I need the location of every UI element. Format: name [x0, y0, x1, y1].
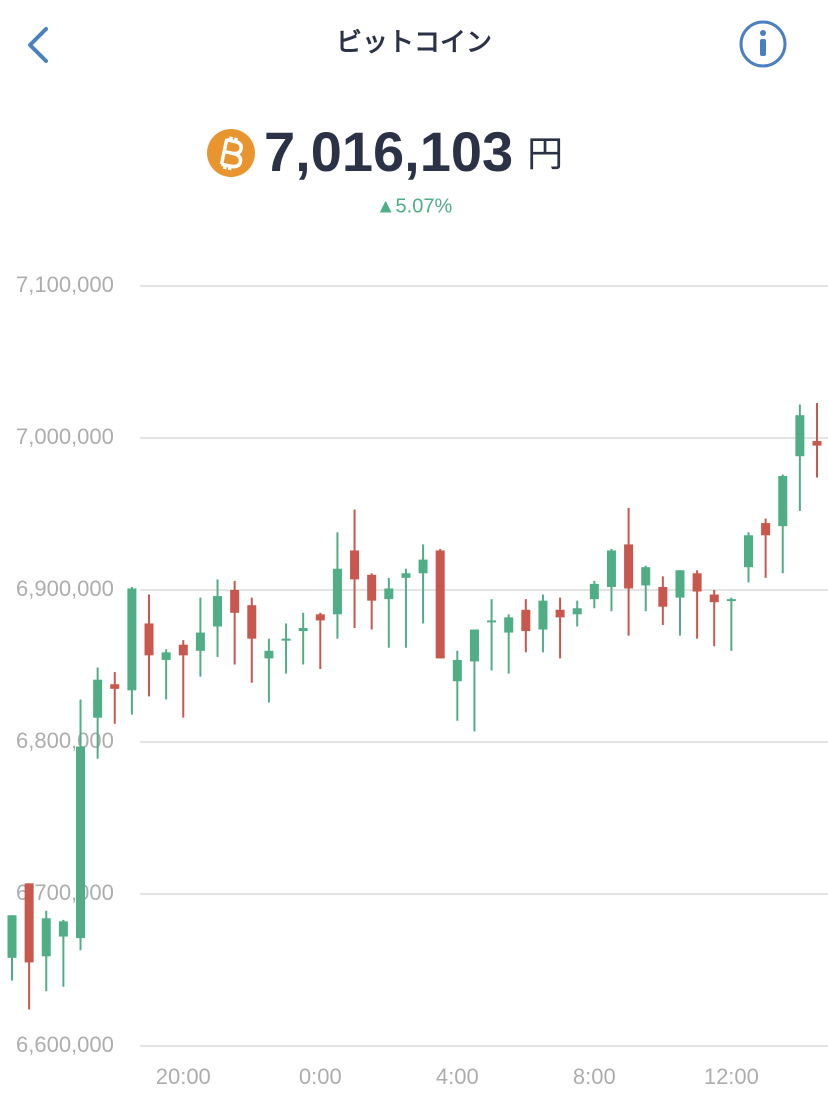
candle-body [726, 599, 736, 602]
candle-body [812, 441, 822, 446]
candle-body [521, 609, 531, 632]
candle-body [110, 684, 120, 689]
candle-body [195, 632, 205, 651]
candle-body [692, 573, 702, 592]
price-unit: 円 [527, 133, 563, 174]
candle-body [761, 523, 771, 536]
candle-body [675, 570, 685, 598]
price-change: ▲5.07% [376, 195, 453, 217]
candle-body [401, 573, 411, 578]
y-tick-label: 7,100,000 [16, 272, 114, 297]
x-tick-label: 8:00 [573, 1064, 616, 1089]
candle-body [230, 590, 240, 613]
x-tick-label: 0:00 [299, 1064, 342, 1089]
candle-body [332, 568, 342, 615]
candle-body [709, 594, 719, 603]
candle-body [658, 586, 668, 607]
y-tick-label: 6,800,000 [16, 728, 114, 753]
candle-body [213, 596, 223, 627]
candle-body [384, 588, 394, 600]
info-button[interactable] [739, 20, 787, 68]
x-tick-label: 20:00 [156, 1064, 211, 1089]
candle-body [178, 644, 188, 656]
x-tick-label: 12:00 [704, 1064, 759, 1089]
candle-body [264, 650, 274, 659]
candle-body [161, 652, 171, 660]
candle-body [58, 921, 68, 937]
candle-body [795, 415, 805, 457]
candle-body [93, 679, 103, 718]
y-tick-label: 6,900,000 [16, 576, 114, 601]
candle-body [367, 574, 377, 601]
candle-body [41, 918, 51, 957]
info-stem [760, 39, 766, 56]
logo-glyph [219, 136, 243, 171]
price: 7,016,103 [264, 120, 513, 183]
candle-body [572, 608, 582, 615]
candle-body [624, 544, 634, 589]
candle-body [418, 559, 428, 574]
y-tick-label: 7,000,000 [16, 424, 114, 449]
candle-body [281, 638, 291, 641]
x-tick-label: 4:00 [436, 1064, 479, 1089]
candle-body [778, 476, 788, 527]
candle-body [247, 605, 257, 639]
candle-body [641, 567, 651, 586]
candle-body [589, 583, 599, 600]
candle-body [24, 883, 34, 963]
candle-body [469, 629, 479, 662]
candle-body [487, 620, 497, 623]
candle-body [298, 628, 308, 632]
candle-body [555, 609, 565, 618]
candle-body [504, 617, 514, 633]
info-dot [760, 30, 766, 36]
y-tick-label: 6,600,000 [16, 1032, 114, 1057]
candle-body [435, 550, 445, 659]
candle-body [452, 659, 462, 682]
candle-body [315, 614, 325, 621]
bitcoin-logo [207, 129, 255, 177]
candle-body [350, 550, 360, 580]
candlestick-chart: 6,600,0006,700,0006,800,0006,900,0007,00… [7, 272, 828, 1089]
candle-body [127, 588, 137, 691]
candle-body [144, 623, 154, 656]
candle-body [606, 550, 616, 587]
back-button[interactable] [28, 27, 48, 63]
candle-body [7, 915, 17, 958]
candle-body [76, 746, 86, 939]
info-circle [739, 20, 787, 68]
page-title: ビットコイン [336, 27, 492, 57]
candle-body [538, 600, 548, 630]
price-line: 7,016,103 円 [264, 120, 563, 183]
candle-body [743, 535, 753, 568]
